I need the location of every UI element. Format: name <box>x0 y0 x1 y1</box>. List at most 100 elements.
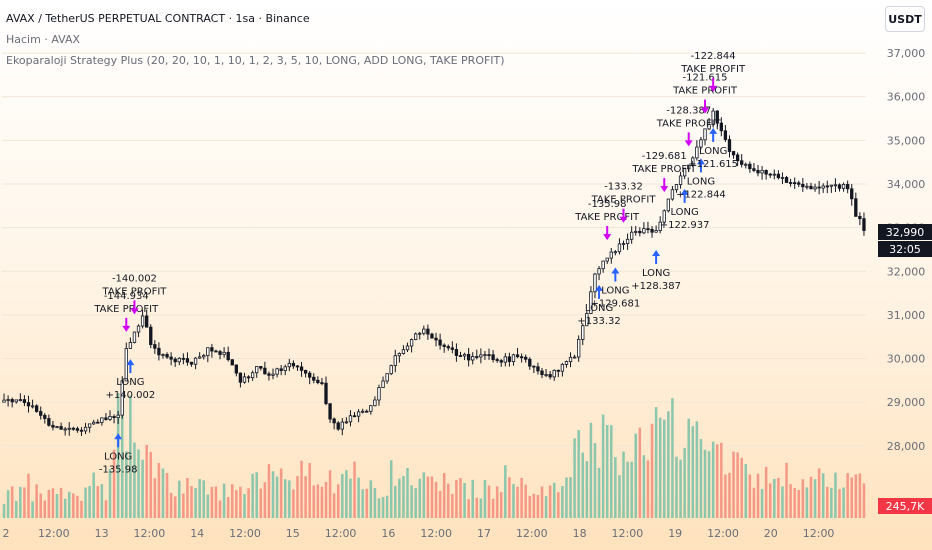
volume-bar <box>149 452 153 518</box>
candle-body <box>699 139 703 148</box>
volume-bar <box>39 493 42 518</box>
volume-bar <box>365 488 369 518</box>
volume-bar <box>23 487 26 518</box>
candle-body <box>222 351 226 355</box>
volume-bar <box>173 496 177 518</box>
time-axis[interactable]: 2 12:00 13 12:00 14 12:00 15 12:00 16 12:00 17 12:0… <box>3 527 835 540</box>
candle-body <box>303 370 308 374</box>
candle-body <box>173 358 177 363</box>
take-profit-label: TAKE PROFIT <box>631 164 697 175</box>
candle-body <box>556 369 560 372</box>
candle-body <box>727 139 732 152</box>
candle-body <box>682 168 687 177</box>
volume-bar <box>585 461 589 518</box>
volume-bar <box>785 462 788 518</box>
long-entry-label: LONG <box>601 285 629 296</box>
candle-body <box>841 184 846 189</box>
volume-bar <box>650 423 654 518</box>
candle-body <box>442 344 446 347</box>
volume-bar <box>463 482 466 518</box>
volume-bar <box>10 486 14 518</box>
candle-body <box>589 291 593 314</box>
volume-bar <box>153 478 157 518</box>
volume-bar <box>157 463 161 518</box>
candle-body <box>487 354 491 357</box>
candle-body <box>279 368 283 371</box>
volume-bar <box>357 477 360 518</box>
volume-legend[interactable]: Hacim · AVAX <box>6 33 81 46</box>
volume-bar <box>108 469 112 518</box>
candle-body <box>788 182 793 184</box>
price-tick-label: 28,000 <box>887 440 926 453</box>
candle-body <box>71 427 75 430</box>
candle-body <box>613 251 618 254</box>
volume-bar <box>190 486 193 518</box>
candle-body <box>450 347 455 350</box>
volume-bar <box>35 484 38 518</box>
price-tick-label: 35,000 <box>887 134 926 147</box>
volume-bar <box>504 465 507 518</box>
take-profit-label: TAKE PROFIT <box>672 86 738 97</box>
candle-body <box>83 426 88 432</box>
volume-bar <box>552 482 556 518</box>
candle-body <box>332 418 336 424</box>
volume-bar <box>801 479 805 518</box>
volume-bar <box>760 489 764 518</box>
volume-bar <box>687 418 690 518</box>
candle-body <box>316 379 320 384</box>
volume-bar <box>679 459 682 518</box>
volume-bar <box>703 449 707 518</box>
volume-bar <box>789 484 792 518</box>
candle-body <box>79 429 84 432</box>
candle-body <box>185 358 190 363</box>
volume-bar <box>520 477 523 518</box>
volume-bar <box>495 486 499 518</box>
candle-body <box>238 372 243 383</box>
volume-bar <box>732 451 735 518</box>
take-profit-value: -140.002 <box>112 273 157 284</box>
volume-bar <box>561 486 564 518</box>
candle-body <box>621 243 626 245</box>
volume-bar <box>846 473 849 518</box>
volume-bar <box>67 491 71 518</box>
candle-body <box>2 399 6 403</box>
time-tick-label: 19 <box>668 527 682 540</box>
volume-bar <box>475 497 479 518</box>
volume-bar <box>862 483 866 518</box>
currency-button[interactable]: USDT <box>885 6 925 32</box>
volume-value-badge: 245,7K <box>878 498 932 514</box>
candle-body <box>805 185 809 188</box>
volume-bar <box>27 473 30 518</box>
volume-bar <box>838 489 841 518</box>
volume-bar <box>72 493 75 518</box>
candle-body <box>356 411 361 417</box>
volume-bar <box>320 486 324 518</box>
time-tick-label: 16 <box>381 527 395 540</box>
volume-bar <box>736 452 739 518</box>
take-profit-arrow <box>122 317 131 332</box>
volume-bar <box>389 460 393 518</box>
volume-bar <box>569 477 572 518</box>
volume-bar <box>92 472 95 518</box>
time-tick-label: 18 <box>573 527 587 540</box>
volume-bar <box>426 476 430 518</box>
candle-body <box>426 328 430 335</box>
strategy-legend[interactable]: Ekoparaloji Strategy Plus (20, 20, 10, 1… <box>6 54 505 67</box>
candle-body <box>128 342 133 349</box>
volume-bar <box>418 478 421 518</box>
candle-body <box>218 351 222 355</box>
volume-bar <box>744 464 748 518</box>
volume-bar <box>626 461 629 518</box>
volume-bar <box>597 467 601 518</box>
candle-body <box>813 186 817 190</box>
candle-body <box>833 184 838 187</box>
candle-body <box>446 346 450 349</box>
symbol-title[interactable]: AVAX / TetherUS PERPETUAL CONTRACT · 1sa… <box>6 12 310 25</box>
candle-body <box>189 361 194 365</box>
volume-bar <box>683 448 686 518</box>
volume-bar <box>654 407 658 518</box>
candle-body <box>776 173 781 179</box>
price-tick-label: 32,000 <box>887 265 926 278</box>
candle-body <box>825 185 829 188</box>
